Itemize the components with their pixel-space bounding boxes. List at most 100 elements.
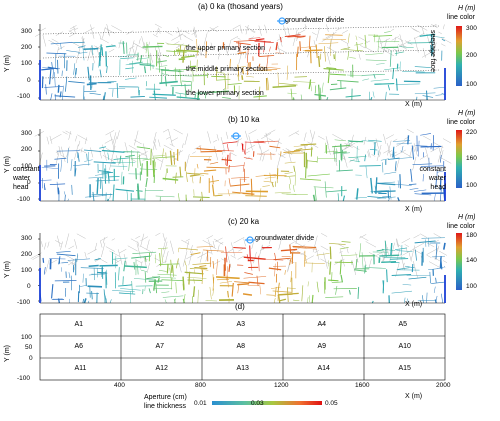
colorbar-a-tick: 200: [466, 52, 477, 59]
aperture-tick: 0.03: [251, 400, 264, 407]
fracture-line: [420, 145, 442, 148]
fracture-line: [221, 158, 232, 162]
fracture-line: [55, 53, 57, 69]
fracture-line: [130, 95, 145, 98]
fracture-line: [82, 298, 85, 304]
panel-c-ytick: 100: [21, 267, 32, 274]
fracture-line: [231, 177, 250, 179]
fracture-line: [178, 149, 181, 156]
fracture-line: [156, 60, 167, 63]
fracture-line: [185, 171, 188, 182]
fracture-line: [138, 154, 141, 166]
fracture-line: [155, 68, 170, 71]
fracture-line: [259, 145, 263, 155]
fracture-line: [315, 245, 320, 260]
fracture-line: [347, 141, 354, 146]
fracture-line: [252, 69, 272, 72]
fracture-line: [421, 51, 433, 58]
fracture-line: [116, 155, 120, 166]
fracture-line: [157, 277, 160, 283]
fracture-line: [295, 132, 300, 135]
fracture-line: [419, 33, 436, 37]
fracture-line: [169, 150, 173, 165]
fracture-line: [153, 155, 165, 157]
fracture-line: [169, 143, 175, 147]
fracture-line: [349, 159, 361, 163]
panel-d-xtick: 2000: [436, 382, 451, 389]
fracture-line: [441, 43, 446, 47]
panel-b-ytick: 100: [21, 163, 32, 170]
fracture-line: [304, 262, 325, 264]
fracture-line: [142, 143, 148, 160]
fracture-line: [373, 34, 376, 43]
fracture-line: [373, 142, 376, 155]
fracture-line: [284, 161, 296, 164]
fracture-line: [130, 158, 137, 162]
fracture-line: [274, 191, 292, 194]
fracture-line: [184, 45, 186, 51]
fracture-line: [182, 276, 185, 290]
fracture-line: [243, 148, 246, 155]
fracture-line: [99, 69, 102, 78]
fracture-line: [78, 45, 86, 48]
fracture-line: [144, 286, 146, 291]
fracture-line: [143, 257, 147, 267]
panel-b: [34, 128, 452, 202]
fracture-line: [290, 88, 293, 101]
fracture-line: [116, 83, 119, 99]
fracture-line: [348, 140, 350, 146]
fracture-line: [199, 198, 202, 202]
fracture-line: [316, 253, 330, 256]
fracture-line: [224, 73, 227, 90]
fracture-line: [137, 241, 140, 247]
fracture-line: [82, 45, 85, 61]
grid-cell-label: A9: [317, 343, 327, 350]
fracture-line: [51, 284, 54, 299]
fracture-line: [152, 138, 157, 151]
fracture-line: [189, 65, 197, 68]
fracture-line: [41, 67, 54, 71]
panel-d-grid: [39, 313, 446, 381]
fracture-line: [243, 256, 266, 260]
fracture-line: [285, 148, 295, 154]
fracture-set-colored: [40, 133, 446, 202]
fracture-line: [269, 237, 272, 244]
fracture-line: [71, 184, 73, 195]
fracture-line: [292, 245, 317, 249]
fracture-line: [401, 238, 411, 244]
fracture-line: [66, 146, 70, 158]
fracture-line: [44, 185, 46, 190]
fracture-line: [65, 130, 72, 135]
fracture-line: [210, 90, 230, 93]
fracture-line: [187, 279, 203, 281]
fracture-line: [186, 254, 194, 260]
fracture-line: [385, 91, 387, 101]
fracture-line: [245, 130, 248, 140]
fracture-line: [337, 243, 346, 249]
fracture-line: [431, 281, 446, 284]
fracture-line: [107, 81, 117, 83]
fracture-line: [335, 27, 342, 32]
fracture-line: [178, 247, 198, 251]
fracture-line: [212, 277, 215, 291]
fracture-set-gray: [34, 128, 452, 172]
fracture-line: [100, 38, 109, 44]
fracture-line: [439, 157, 452, 164]
fracture-line: [300, 94, 303, 101]
fracture-line: [153, 132, 157, 144]
fracture-line: [170, 259, 173, 273]
fracture-line: [430, 24, 438, 28]
fracture-line: [384, 240, 387, 257]
fracture-line: [278, 292, 299, 296]
fracture-line: [42, 257, 45, 263]
fracture-line: [158, 139, 161, 147]
fracture-line: [432, 48, 435, 54]
fracture-line: [159, 253, 162, 267]
fracture-line: [175, 49, 199, 53]
panel-a-ytick: 0: [27, 77, 31, 84]
fracture-line: [139, 64, 155, 67]
fracture-line: [124, 77, 137, 80]
fracture-line: [140, 246, 152, 252]
fracture-line: [414, 37, 419, 53]
fracture-line: [278, 82, 298, 86]
